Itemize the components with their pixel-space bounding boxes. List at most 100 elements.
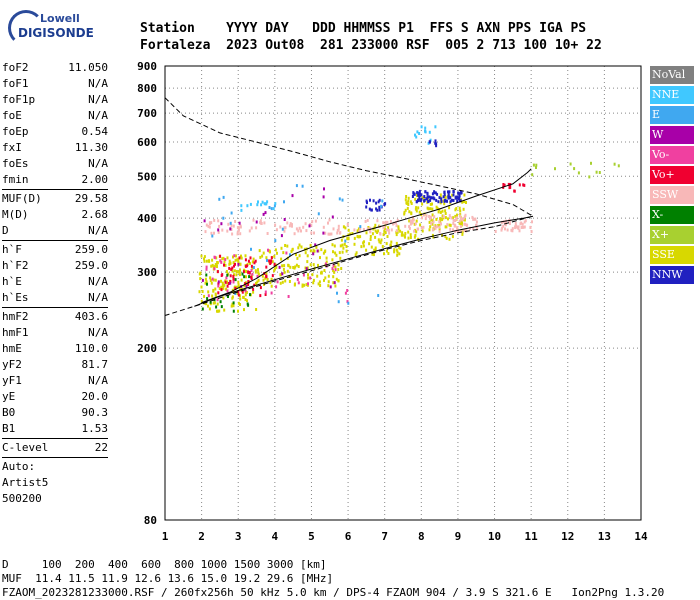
x-tick-label: 2 xyxy=(198,530,205,543)
param-row: MUF(D) 29.58 xyxy=(2,191,108,207)
echo-point-sse xyxy=(317,263,319,267)
legend-item-vo-: Vo+ xyxy=(650,166,694,184)
echo-point-ssw xyxy=(291,224,293,228)
echo-point-sse xyxy=(447,217,449,221)
echo-point-nnw xyxy=(423,198,426,202)
echo-point-w xyxy=(229,281,232,285)
param-row: M(D) 2.68 xyxy=(2,207,108,223)
echo-point-sse xyxy=(339,256,342,260)
echo-point-ssw xyxy=(452,218,455,222)
echo-point-ssw xyxy=(523,220,526,224)
echo-point-ssw xyxy=(237,226,240,230)
echo-point-sse xyxy=(325,260,328,264)
echo-point-sse xyxy=(374,246,377,250)
echo-point-sse xyxy=(203,255,206,259)
echo-point-sse xyxy=(415,230,418,234)
echo-point-ssw xyxy=(310,223,313,227)
legend-item-noval: NoVal xyxy=(650,66,694,84)
echo-point-ssw xyxy=(459,225,462,228)
echo-point-nnw xyxy=(378,208,381,212)
echo-point-sse xyxy=(240,278,243,282)
echo-point-e xyxy=(252,266,255,269)
footer-distance-row: D 100 200 400 600 800 1000 1500 3000 [km… xyxy=(2,558,327,571)
echo-point-sse xyxy=(335,253,338,257)
echo-point-nnw xyxy=(372,199,375,203)
echo-point-ssw xyxy=(383,224,386,228)
echo-point-sse xyxy=(212,265,215,269)
echo-point-sse xyxy=(323,278,325,282)
legend-item-w: W xyxy=(650,126,694,144)
echo-point-vo- xyxy=(285,251,288,255)
echo-point-sse xyxy=(362,244,365,248)
echo-point-sse xyxy=(443,202,446,206)
echo-point-ssw xyxy=(328,218,331,222)
logo-line1: Lowell xyxy=(40,12,80,25)
echo-point-sse xyxy=(387,252,390,255)
echo-point-sse xyxy=(405,201,408,205)
echo-point-nnw xyxy=(436,192,439,196)
echo-point-sse xyxy=(369,235,372,238)
echo-point-nnw xyxy=(378,198,381,202)
echo-point-sse xyxy=(207,290,210,294)
echo-point-ssw xyxy=(438,225,441,229)
echo-point-sse xyxy=(316,274,319,278)
echo-point-sse xyxy=(237,309,239,313)
echo-point-x- xyxy=(573,167,576,171)
echo-point-ssw xyxy=(462,217,465,221)
echo-point-ssw xyxy=(430,221,433,225)
echo-point-vo- xyxy=(229,274,232,278)
echo-point-x- xyxy=(232,301,235,305)
echo-point-nnw xyxy=(438,196,441,200)
echo-point-ssw xyxy=(508,222,511,225)
echo-point-sse xyxy=(344,226,347,230)
echo-point-w xyxy=(305,267,308,271)
echo-point-sse xyxy=(255,308,258,311)
echo-point-vo- xyxy=(296,278,299,281)
echo-point-sse xyxy=(374,223,377,227)
echo-point-sse xyxy=(214,278,217,282)
echo-point-x- xyxy=(243,275,246,279)
echo-point-sse xyxy=(461,232,464,236)
echo-point-ssw xyxy=(514,226,517,230)
echo-point-sse xyxy=(357,227,360,231)
logo-line2: DIGISONDE xyxy=(18,26,94,40)
echo-point-sse xyxy=(387,226,390,230)
echo-point-sse xyxy=(257,268,259,272)
echo-point-sse xyxy=(399,246,402,250)
param-name: D xyxy=(2,224,9,237)
echo-point-w xyxy=(217,280,220,284)
echo-point-sse xyxy=(371,232,374,236)
polarization-legend: NoVal NNE E W Vo- Vo+ SSW X- X+ SSE NNW xyxy=(650,66,694,286)
echo-point-vo- xyxy=(344,291,347,295)
echo-point-ssw xyxy=(234,220,237,223)
echo-point-sse xyxy=(431,213,434,217)
echo-point-e xyxy=(273,204,276,208)
param-row: hmF2 403.6 xyxy=(2,309,108,325)
echo-point-sse xyxy=(232,261,235,265)
echo-point-sse xyxy=(383,229,386,233)
param-value: 110.0 xyxy=(74,342,108,355)
echo-point-sse xyxy=(312,281,315,285)
echo-point-w xyxy=(278,265,281,269)
echo-point-sse xyxy=(288,280,291,283)
echo-point-ssw xyxy=(369,226,372,230)
echo-point-sse xyxy=(409,233,412,237)
echo-point-nne xyxy=(434,125,437,129)
echo-point-vo- xyxy=(265,265,268,269)
echo-point-sse xyxy=(444,195,447,199)
echo-point-sse xyxy=(304,266,307,270)
param-value: 0.54 xyxy=(81,125,109,138)
echo-point-sse xyxy=(270,277,273,281)
echo-point-sse xyxy=(220,279,222,283)
echo-point-sse xyxy=(284,279,287,283)
echo-point-sse xyxy=(237,283,240,287)
param-row: hmE 110.0 xyxy=(2,341,108,357)
echo-point-sse xyxy=(249,261,251,265)
echo-point-sse xyxy=(306,254,309,258)
echo-point-ssw xyxy=(293,232,296,236)
echo-point-nnw xyxy=(376,208,379,212)
echo-point-ssw xyxy=(210,221,213,225)
echo-point-ssw xyxy=(384,221,387,225)
echo-point-sse xyxy=(397,227,400,231)
echo-point-ssw xyxy=(346,223,349,226)
